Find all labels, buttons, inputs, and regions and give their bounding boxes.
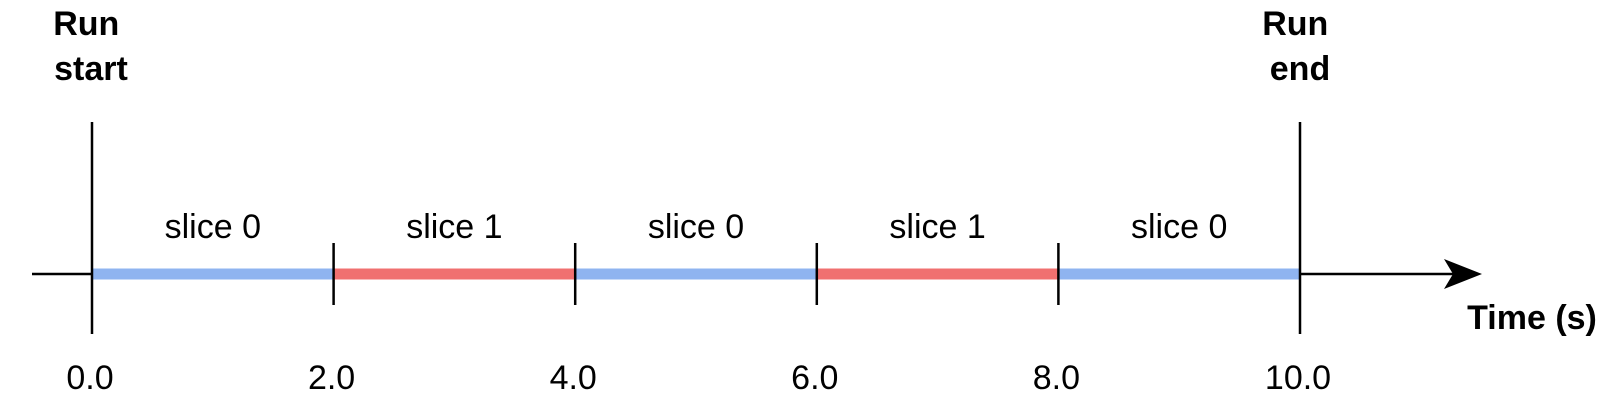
segment-label-0: slice 0 (165, 208, 261, 246)
segment-label-3: slice 1 (889, 208, 985, 246)
segment-label-1: slice 1 (406, 208, 502, 246)
tick-labels-group: 0.0 2.0 4.0 6.0 8.0 10.0 (66, 359, 1331, 397)
run-end-label-line-2: end (1270, 50, 1330, 88)
run-start-label: Run start (53, 5, 129, 88)
axis-label: Time (s) (1467, 299, 1597, 337)
tick-label-0: 0.0 (66, 359, 113, 397)
run-end-label-line-1: Run (1262, 5, 1328, 43)
segment-label-4: slice 0 (1131, 208, 1227, 246)
run-end-label: Run end (1262, 5, 1338, 88)
tick-label-5: 10.0 (1265, 359, 1331, 397)
segments-group: slice 0 slice 1 slice 0 slice 1 slice 0 (92, 208, 1300, 280)
axis-arrow-icon (1444, 259, 1482, 289)
tick-label-3: 6.0 (791, 359, 838, 397)
run-start-label-line-1: Run (53, 5, 119, 43)
tick-label-4: 8.0 (1033, 359, 1080, 397)
run-start-label-line-2: start (54, 50, 128, 88)
tick-label-2: 4.0 (550, 359, 597, 397)
tick-label-1: 2.0 (308, 359, 355, 397)
segment-label-2: slice 0 (648, 208, 744, 246)
short-ticks-group (332, 243, 1060, 305)
